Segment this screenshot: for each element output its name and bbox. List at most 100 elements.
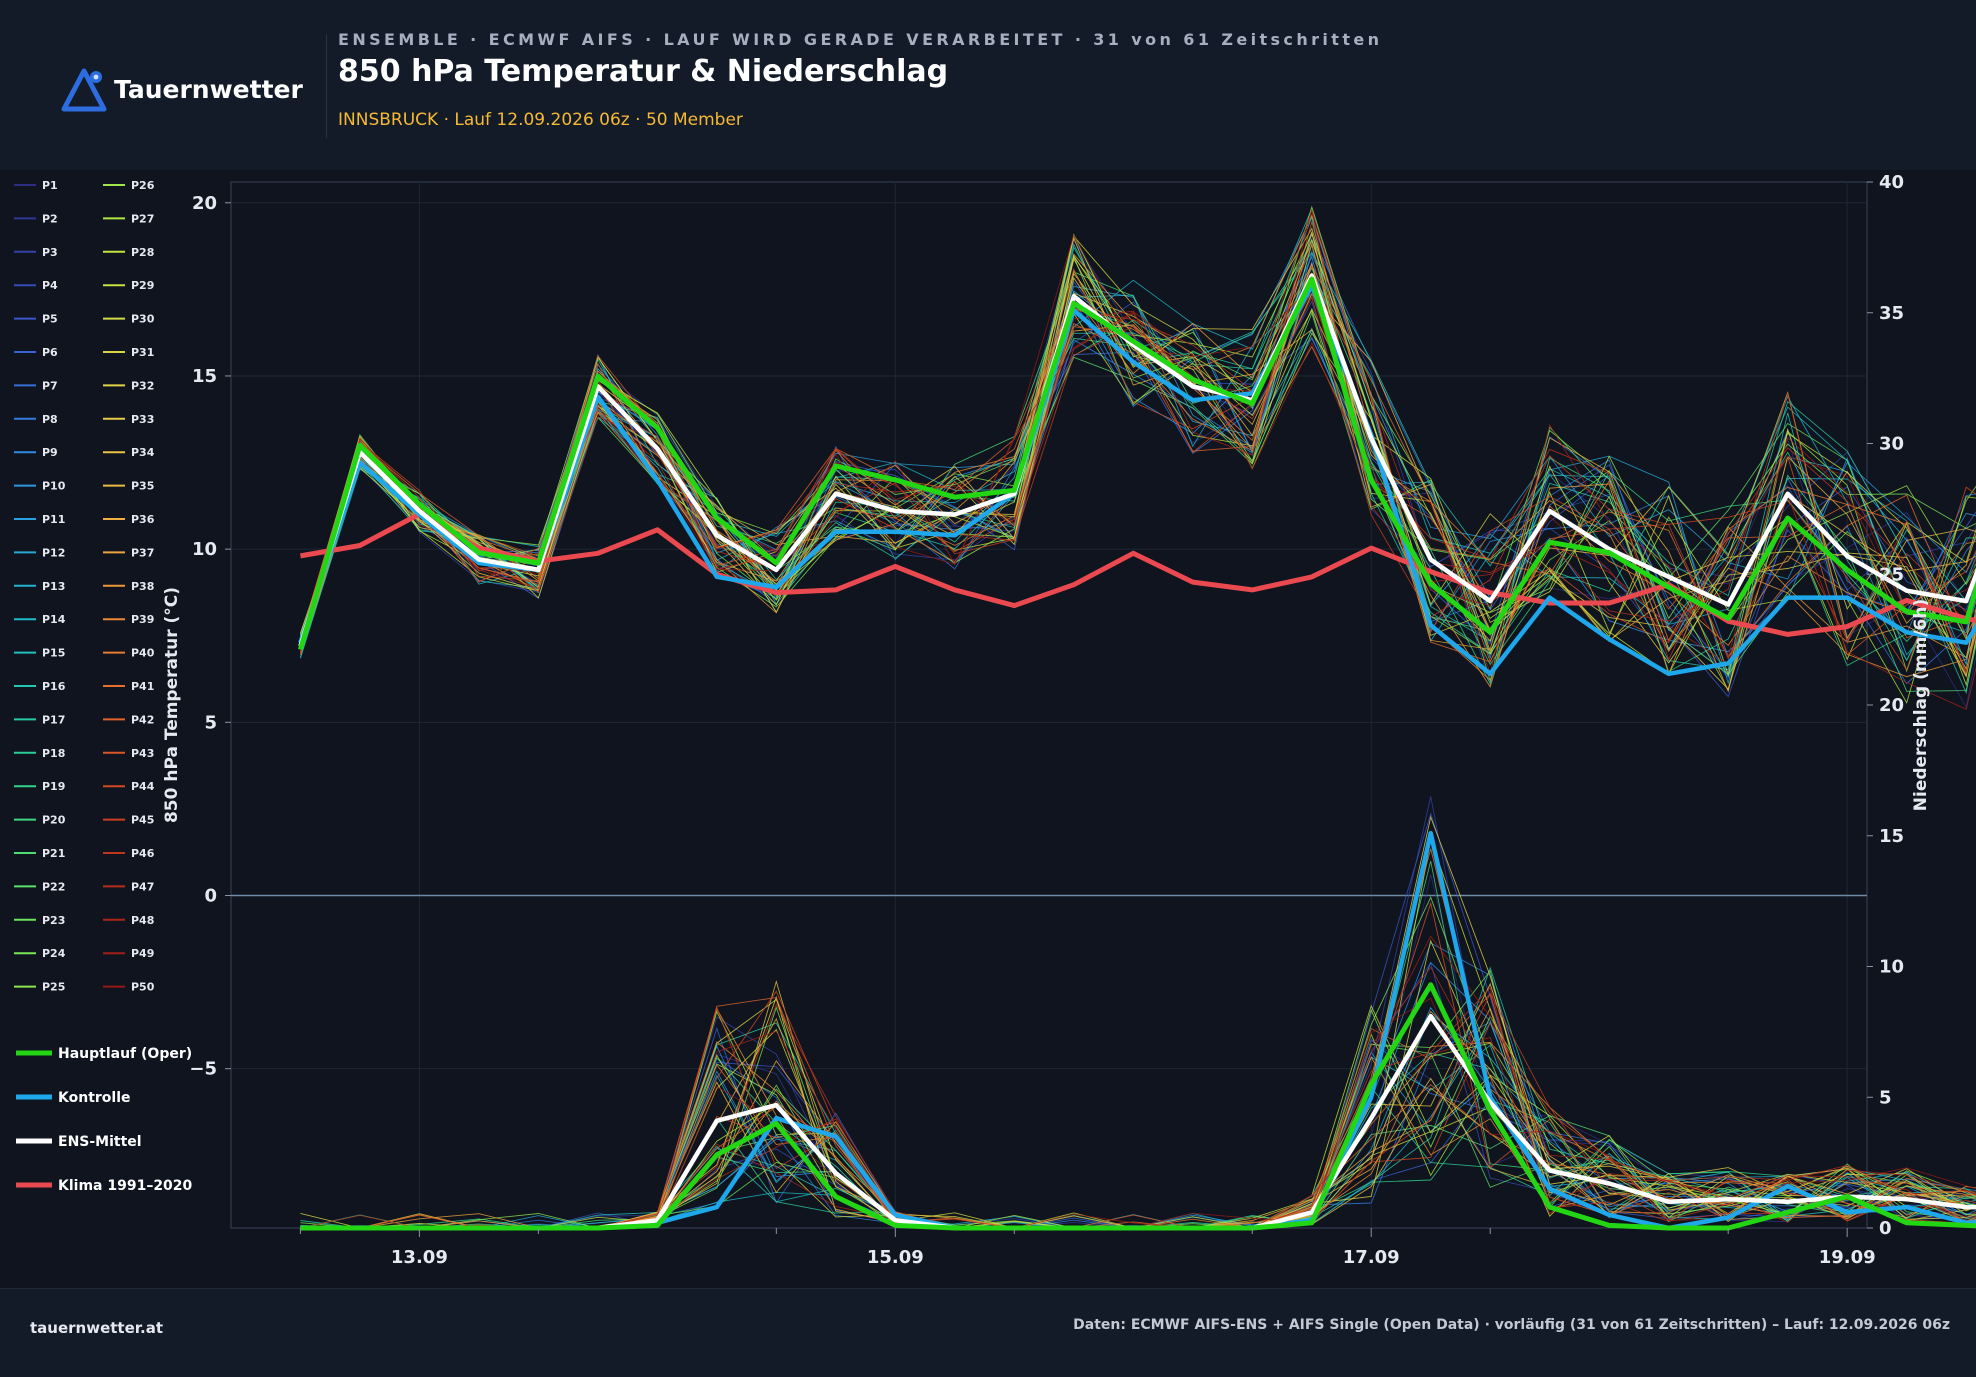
- legend-member-label: P48: [131, 914, 154, 927]
- legend-klima-label: Klima 1991–2020: [58, 1178, 193, 1194]
- legend-member-label: P44: [131, 780, 155, 793]
- y2-tick-label: 25: [1879, 564, 1904, 585]
- legend-mean-label: ENS-Mittel: [58, 1134, 142, 1150]
- legend-member-label: P35: [131, 480, 154, 493]
- brand-name: Tauernwetter: [114, 74, 303, 104]
- header: Tauernwetter ENSEMBLE · ECMWF AIFS · LAU…: [0, 0, 1976, 170]
- legend-member-label: P10: [42, 480, 66, 493]
- legend-member-label: P25: [42, 981, 65, 994]
- legend-member-label: P39: [131, 613, 154, 626]
- y2-tick-label: 0: [1879, 1218, 1892, 1239]
- legend-member-label: P31: [131, 346, 154, 359]
- brand-logo[interactable]: Tauernwetter: [60, 66, 303, 112]
- legend-member-label: P7: [42, 379, 58, 392]
- x-tick-label: 19.09: [1819, 1247, 1876, 1268]
- legend-member-label: P21: [42, 847, 65, 860]
- legend-member-label: P47: [131, 880, 154, 893]
- y2-tick-label: 40: [1879, 172, 1904, 193]
- ensemble-member-temperature-line: [299, 322, 1976, 675]
- legend-member-label: P17: [42, 713, 65, 726]
- legend-member-label: P38: [131, 580, 154, 593]
- legend-member-label: P40: [131, 647, 155, 660]
- oper-precipitation-line: [300, 982, 1976, 1231]
- footer-site-link[interactable]: tauernwetter.at: [30, 1319, 164, 1337]
- ensemble-member-temperature-line: [299, 220, 1976, 663]
- y2-tick-label: 5: [1879, 1087, 1892, 1108]
- legend-member-label: P24: [42, 947, 66, 960]
- legend-member-label: P42: [131, 713, 154, 726]
- y-tick-label: 20: [192, 193, 217, 214]
- legend-member-label: P20: [42, 814, 66, 827]
- legend-member-label: P46: [131, 847, 155, 860]
- footer: tauernwetter.at Daten: ECMWF AIFS-ENS + …: [0, 1288, 1976, 1377]
- legend-member-label: P14: [42, 613, 66, 626]
- legend-member-label: P34: [131, 446, 155, 459]
- chart-legend: P1 P2 P3 P4 P5 P6 P7 P8 P9 P10 P11 P12 P13 P14 P15 P16 P…: [14, 179, 193, 1194]
- y2-tick-label: 20: [1879, 695, 1904, 716]
- y2-axis-label: Niederschlag (mm/6h): [1911, 599, 1931, 811]
- y2-tick-label: 35: [1879, 303, 1904, 324]
- legend-member-label: P41: [131, 680, 154, 693]
- ensemble-member-temperature-line: [299, 291, 1976, 661]
- mean-temperature-line: [298, 273, 1976, 647]
- y-tick-label: −5: [189, 1059, 217, 1080]
- y-tick-label: 0: [204, 885, 217, 906]
- header-divider: [326, 34, 327, 138]
- legend-member-label: P1: [42, 179, 58, 192]
- y-tick-label: 5: [204, 712, 217, 733]
- legend-member-label: P36: [131, 513, 155, 526]
- legend-member-label: P8: [42, 413, 58, 426]
- legend-member-label: P50: [131, 981, 155, 994]
- ensemble-chart: −5 0 5 10 15 20 0 5 10 15 20 25 30 35 40 13.09 15.09 17.0…: [14, 172, 1976, 1268]
- y-axis-label: 850 hPa Temperatur (°C): [162, 587, 182, 823]
- y2-tick-label: 15: [1879, 826, 1904, 847]
- legend-member-label: P32: [131, 379, 154, 392]
- legend-member-label: P45: [131, 814, 154, 827]
- y-tick-label: 10: [192, 539, 217, 560]
- y-tick-label: 15: [192, 366, 217, 387]
- legend-member-label: P23: [42, 914, 65, 927]
- legend-member-label: P33: [131, 413, 154, 426]
- legend-member-label: P22: [42, 880, 65, 893]
- legend-member-label: P3: [42, 246, 58, 259]
- legend-member-label: P19: [42, 780, 65, 793]
- legend-member-label: P2: [42, 212, 58, 225]
- run-status-kicker: ENSEMBLE · ECMWF AIFS · LAUF WIRD GERADE…: [338, 30, 1383, 49]
- legend-member-label: P5: [42, 313, 58, 326]
- data-credit: Daten: ECMWF AIFS-ENS + AIFS Single (Ope…: [1073, 1317, 1950, 1333]
- legend-member-label: P13: [42, 580, 65, 593]
- x-tick-label: 17.09: [1343, 1247, 1400, 1268]
- klima-line: [299, 511, 1976, 637]
- y2-tick-label: 10: [1879, 957, 1904, 978]
- legend-oper-label: Hauptlauf (Oper): [58, 1046, 192, 1062]
- chart-axes: −5 0 5 10 15 20 0 5 10 15 20 25 30 35 40 13.09 15.09 17.0…: [189, 172, 1904, 1268]
- ensemble-member-temperature-line: [299, 215, 1976, 662]
- legend-member-label: P9: [42, 446, 58, 459]
- legend-member-label: P26: [131, 179, 155, 192]
- legend-member-label: P49: [131, 947, 154, 960]
- x-tick-label: 13.09: [391, 1247, 448, 1268]
- ensemble-member-temperature-line: [299, 238, 1976, 695]
- legend-member-label: P18: [42, 747, 65, 760]
- legend-member-label: P43: [131, 747, 154, 760]
- page-title: 850 hPa Temperatur & Niederschlag: [338, 54, 949, 89]
- ensemble-member-temperature-line: [299, 311, 1976, 675]
- legend-member-label: P29: [131, 279, 154, 292]
- page-subtitle: INNSBRUCK · Lauf 12.09.2026 06z · 50 Mem…: [338, 110, 743, 130]
- oper-temperature-line: [297, 276, 1976, 651]
- legend-control-label: Kontrolle: [58, 1090, 131, 1106]
- legend-member-label: P12: [42, 546, 65, 559]
- main-series-lines: [297, 273, 1976, 1231]
- mountain-logo-icon: [61, 68, 107, 112]
- legend-member-label: P4: [42, 279, 58, 292]
- control-temperature-line: [298, 283, 1976, 677]
- x-tick-label: 15.09: [867, 1247, 924, 1268]
- legend-member-label: P30: [131, 313, 155, 326]
- legend-member-label: P37: [131, 546, 154, 559]
- legend-member-label: P15: [42, 647, 65, 660]
- legend-member-label: P11: [42, 513, 65, 526]
- legend-member-label: P28: [131, 246, 154, 259]
- legend-member-label: P16: [42, 680, 66, 693]
- legend-member-label: P27: [131, 212, 154, 225]
- y2-tick-label: 30: [1879, 434, 1904, 455]
